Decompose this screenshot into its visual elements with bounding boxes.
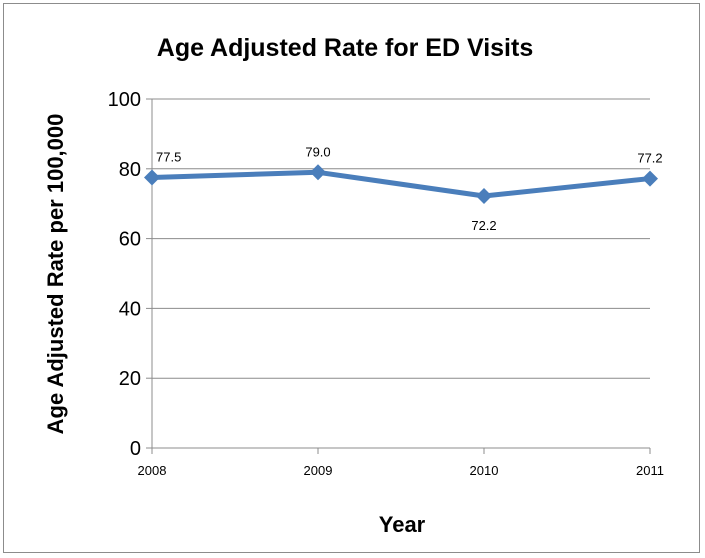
data-labels: 77.5 79.0 72.2 77.2 (156, 144, 663, 233)
x-tick-labels: 2008 2009 2010 2011 (138, 463, 664, 478)
x-tick-label: 2010 (470, 463, 499, 478)
data-label: 77.5 (156, 150, 181, 165)
data-label: 72.2 (471, 218, 496, 233)
series-markers (144, 164, 658, 205)
y-tick-label: 80 (119, 159, 141, 181)
x-tick-label: 2011 (636, 463, 664, 478)
data-label: 79.0 (305, 144, 330, 159)
x-tick-label: 2009 (304, 463, 333, 478)
x-axis-title: Year (379, 512, 426, 537)
y-axis-title: Age Adjusted Rate per 100,000 (43, 114, 68, 435)
y-tick-label: 20 (119, 368, 141, 390)
data-point-marker (310, 164, 326, 181)
x-tick-label: 2008 (138, 463, 167, 478)
axes (146, 98, 651, 454)
data-label: 77.2 (637, 151, 662, 166)
data-point-marker (476, 188, 492, 205)
chart-frame (3, 3, 700, 553)
y-tick-label: 100 (108, 89, 141, 111)
chart-title: Age Adjusted Rate for ED Visits (157, 34, 533, 62)
y-tick-labels: 0 20 40 60 80 100 (108, 89, 141, 460)
y-tick-label: 0 (130, 438, 141, 460)
series-polyline (149, 169, 653, 199)
data-point-marker (144, 169, 160, 186)
data-point-marker (642, 170, 658, 187)
series-line (149, 169, 653, 199)
y-tick-label: 40 (119, 298, 141, 320)
gridlines (152, 98, 650, 379)
y-tick-label: 60 (119, 229, 141, 251)
